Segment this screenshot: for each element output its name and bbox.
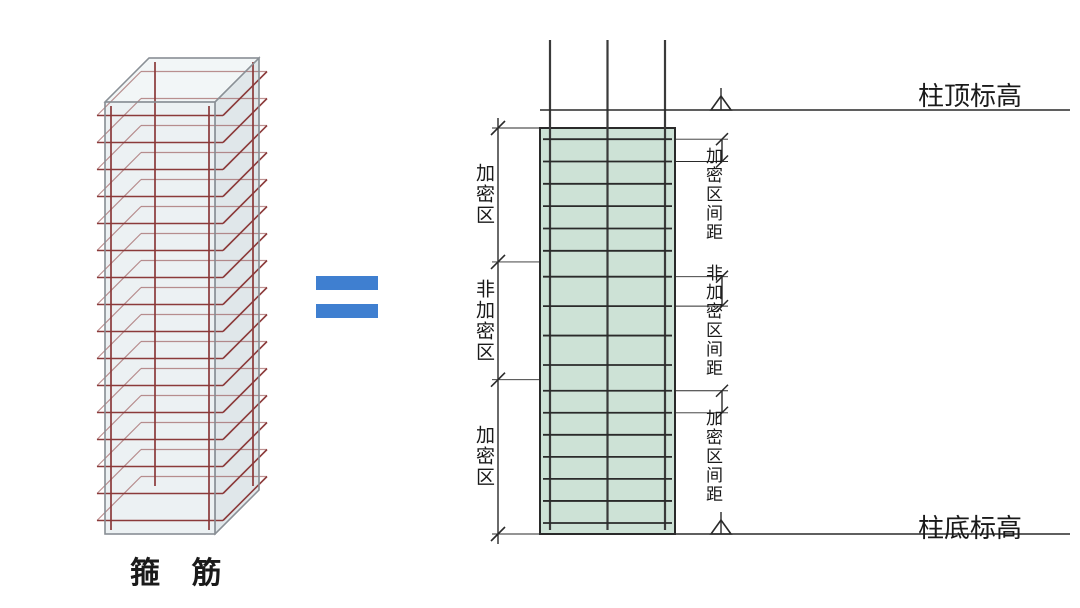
- zone-label-left-1: 非加密区: [470, 279, 497, 363]
- elevation-top-label: 柱顶标高: [918, 76, 1022, 113]
- zone-label-left-2: 加密区: [470, 425, 497, 488]
- zone-label-right-2: 加密区间距: [700, 409, 725, 504]
- diagram-canvas: 箍 筋 柱顶标高 柱底标高 加密区非加密区加密区 加密区间距非加密区间距加密区间…: [0, 0, 1080, 608]
- zone-label-right-0: 加密区间距: [700, 147, 725, 242]
- elevation-bottom-label: 柱底标高: [918, 508, 1022, 545]
- zone-label-left-0: 加密区: [470, 163, 497, 226]
- zone-label-right-1: 非加密区间距: [700, 264, 725, 378]
